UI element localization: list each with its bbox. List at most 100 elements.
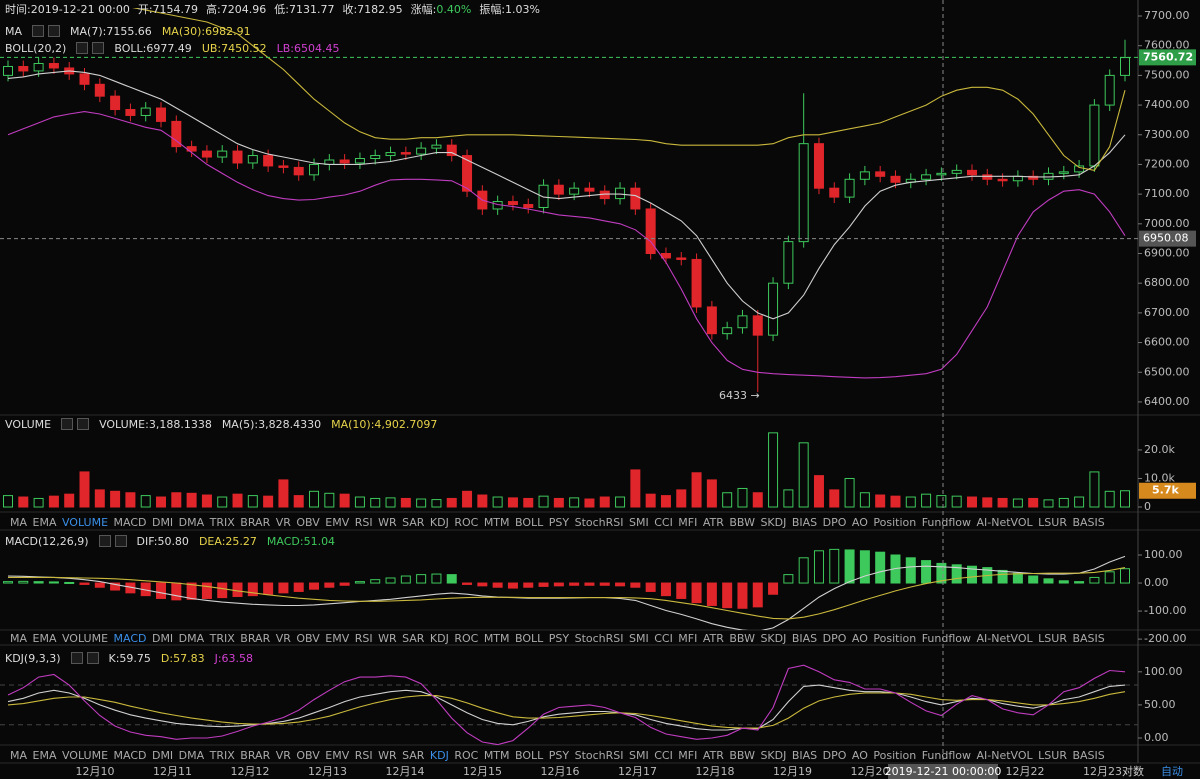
indicator-tab[interactable]: AI-NetVOL: [976, 515, 1033, 529]
indicator-tab[interactable]: DMA: [178, 748, 205, 762]
indicator-tab[interactable]: DPO: [822, 748, 847, 762]
indicator-tab[interactable]: EMV: [325, 748, 350, 762]
indicator-tab[interactable]: SAR: [402, 515, 425, 529]
indicator-tab[interactable]: SMI: [629, 515, 649, 529]
indicator-tab[interactable]: SMI: [629, 631, 649, 645]
indicator-tab[interactable]: MFI: [678, 515, 698, 529]
close-icon[interactable]: [48, 25, 61, 37]
close-icon[interactable]: [92, 42, 105, 54]
indicator-tab[interactable]: KDJ: [429, 631, 449, 645]
indicator-tab[interactable]: DPO: [822, 631, 847, 645]
indicator-tab[interactable]: PSY: [548, 748, 570, 762]
indicator-tab[interactable]: CCI: [654, 515, 673, 529]
indicator-tab[interactable]: BOLL: [515, 748, 544, 762]
indicator-tab[interactable]: AO: [851, 515, 868, 529]
settings-icon[interactable]: [98, 535, 111, 547]
indicator-tab[interactable]: BASIS: [1072, 631, 1105, 645]
indicator-tab[interactable]: ROC: [454, 515, 479, 529]
indicator-tab[interactable]: KDJ: [429, 515, 449, 529]
indicator-tab[interactable]: LSUR: [1038, 631, 1067, 645]
settings-icon[interactable]: [61, 418, 74, 430]
indicator-tab[interactable]: Fundflow: [921, 631, 972, 645]
indicator-tab[interactable]: MTM: [483, 748, 510, 762]
indicator-tab[interactable]: BBW: [729, 748, 755, 762]
indicator-tab[interactable]: OBV: [296, 515, 320, 529]
close-icon[interactable]: [77, 418, 90, 430]
indicator-tab[interactable]: EMV: [325, 515, 350, 529]
settings-icon[interactable]: [76, 42, 89, 54]
close-icon[interactable]: [114, 535, 127, 547]
indicator-tab[interactable]: KDJ: [429, 748, 449, 762]
indicator-tab[interactable]: OBV: [296, 748, 320, 762]
indicator-tab[interactable]: BIAS: [791, 748, 818, 762]
indicator-tab[interactable]: RSI: [354, 631, 373, 645]
indicator-tab[interactable]: ROC: [454, 631, 479, 645]
indicator-tab[interactable]: VR: [275, 748, 291, 762]
indicator-tab[interactable]: EMA: [32, 515, 57, 529]
indicator-tab[interactable]: MACD: [113, 748, 147, 762]
indicator-tab[interactable]: DMI: [151, 748, 174, 762]
indicator-tab[interactable]: SKDJ: [760, 631, 787, 645]
indicator-tab[interactable]: DPO: [822, 515, 847, 529]
indicator-tab[interactable]: BBW: [729, 631, 755, 645]
indicator-tab[interactable]: EMA: [32, 631, 57, 645]
indicator-tab[interactable]: TRIX: [209, 631, 235, 645]
indicator-tab[interactable]: BRAR: [240, 515, 271, 529]
indicator-tab[interactable]: AO: [851, 631, 868, 645]
indicator-tab[interactable]: ROC: [454, 748, 479, 762]
indicator-tab[interactable]: MA: [10, 748, 28, 762]
indicator-tab[interactable]: Position: [873, 515, 917, 529]
indicator-tab[interactable]: MFI: [678, 748, 698, 762]
indicator-tab[interactable]: TRIX: [209, 515, 235, 529]
indicator-tab[interactable]: DMI: [151, 631, 174, 645]
settings-icon[interactable]: [70, 652, 83, 664]
indicator-tab[interactable]: RSI: [354, 748, 373, 762]
indicator-tab[interactable]: VOLUME: [61, 748, 109, 762]
indicator-tab[interactable]: MA: [10, 631, 28, 645]
scale-button[interactable]: 对数: [1122, 764, 1144, 778]
indicator-tab[interactable]: CCI: [654, 748, 673, 762]
scale-button[interactable]: 自动: [1161, 765, 1183, 778]
indicator-tab[interactable]: StochRSI: [574, 748, 624, 762]
indicator-tab[interactable]: SKDJ: [760, 748, 787, 762]
indicator-tab[interactable]: ATR: [702, 631, 724, 645]
indicator-tab[interactable]: SMI: [629, 748, 649, 762]
indicator-tab[interactable]: OBV: [296, 631, 320, 645]
indicator-tab[interactable]: DMA: [178, 631, 205, 645]
indicator-tab[interactable]: BOLL: [515, 515, 544, 529]
indicator-tab[interactable]: TRIX: [209, 748, 235, 762]
indicator-tab[interactable]: ATR: [702, 515, 724, 529]
indicator-tab[interactable]: StochRSI: [574, 515, 624, 529]
indicator-tab[interactable]: BOLL: [515, 631, 544, 645]
indicator-tab[interactable]: BASIS: [1072, 748, 1105, 762]
indicator-tab[interactable]: Fundflow: [921, 748, 972, 762]
close-icon[interactable]: [86, 652, 99, 664]
indicator-tab[interactable]: Position: [873, 748, 917, 762]
indicator-tab[interactable]: EMA: [32, 748, 57, 762]
indicator-tab[interactable]: DMI: [151, 515, 174, 529]
indicator-tab[interactable]: RSI: [354, 515, 373, 529]
indicator-tab[interactable]: EMV: [325, 631, 350, 645]
indicator-tab[interactable]: ATR: [702, 748, 724, 762]
indicator-tab[interactable]: SAR: [402, 631, 425, 645]
indicator-tab[interactable]: BIAS: [791, 631, 818, 645]
indicator-tab[interactable]: AI-NetVOL: [976, 631, 1033, 645]
indicator-tab[interactable]: BBW: [729, 515, 755, 529]
indicator-tab[interactable]: MACD: [113, 631, 147, 645]
indicator-tab[interactable]: AI-NetVOL: [976, 748, 1033, 762]
indicator-tab[interactable]: WR: [378, 748, 397, 762]
indicator-tab[interactable]: CCI: [654, 631, 673, 645]
indicator-tab[interactable]: SAR: [402, 748, 425, 762]
indicator-tab[interactable]: DMA: [178, 515, 205, 529]
indicator-tab[interactable]: MACD: [113, 515, 147, 529]
indicator-tab[interactable]: PSY: [548, 515, 570, 529]
indicator-tab[interactable]: WR: [378, 515, 397, 529]
indicator-tab[interactable]: Fundflow: [921, 515, 972, 529]
settings-icon[interactable]: [32, 25, 45, 37]
indicator-tab[interactable]: MTM: [483, 515, 510, 529]
indicator-tab[interactable]: SKDJ: [760, 515, 787, 529]
indicator-tab[interactable]: LSUR: [1038, 515, 1067, 529]
indicator-tab[interactable]: AO: [851, 748, 868, 762]
indicator-tab[interactable]: PSY: [548, 631, 570, 645]
indicator-tab[interactable]: BASIS: [1072, 515, 1105, 529]
